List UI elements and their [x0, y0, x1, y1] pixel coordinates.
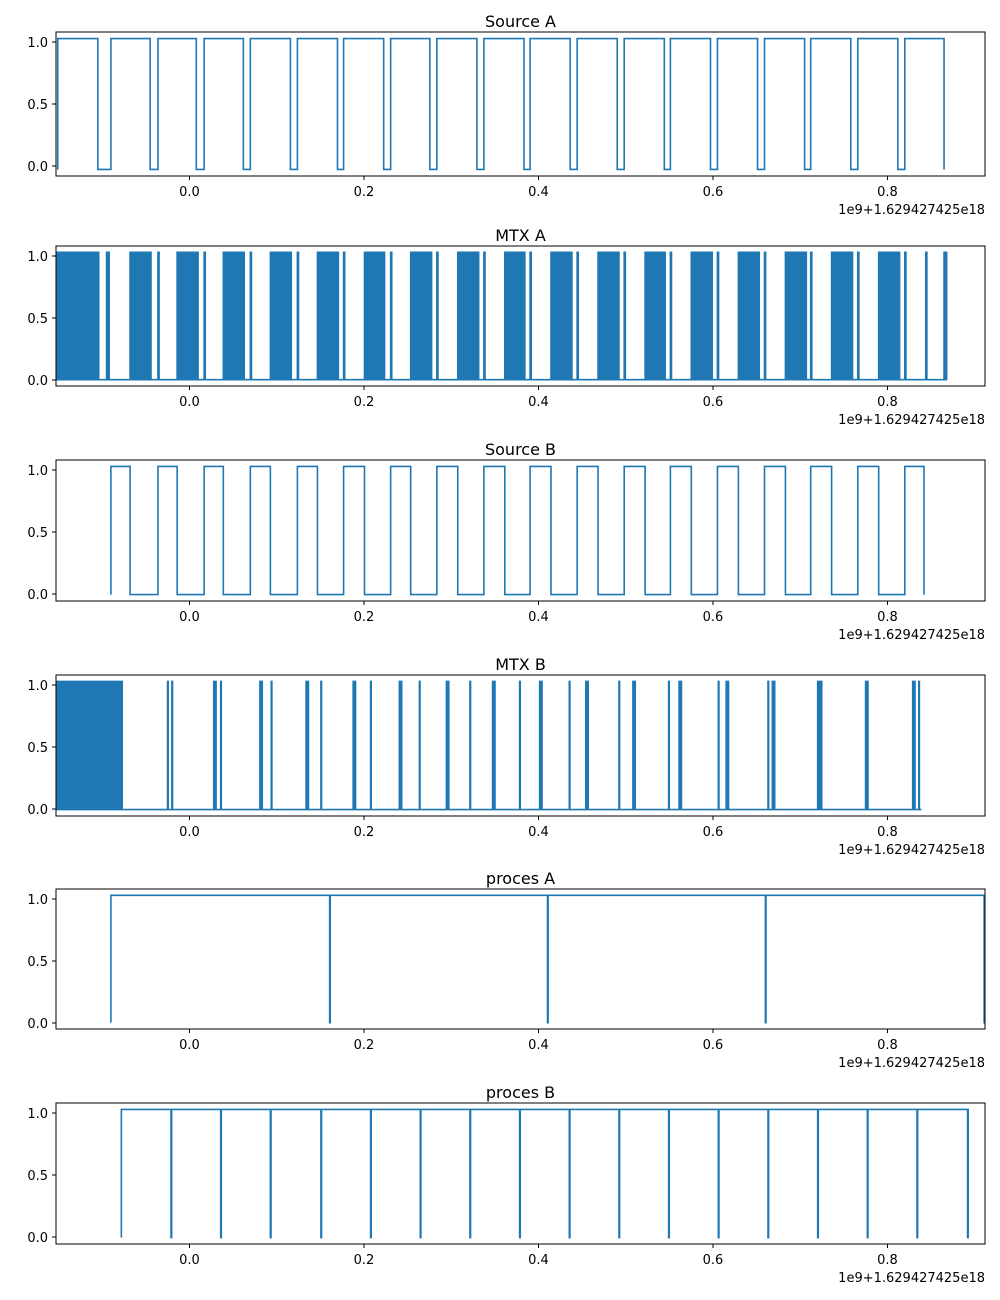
y-tick-label: 1.0 — [27, 893, 48, 908]
x-tick-label: 0.2 — [354, 1253, 375, 1268]
y-tick-label: 0.0 — [27, 803, 48, 818]
y-axis: 0.0 0.5 1.0 — [27, 250, 56, 389]
x-tick-label: 0.4 — [528, 1038, 549, 1053]
series-layer — [120, 1108, 969, 1239]
x-tick-label: 0.6 — [703, 1253, 724, 1268]
x-tick-label: 0.2 — [354, 395, 375, 410]
y-tick-label: 0.5 — [27, 955, 48, 970]
series-layer — [110, 465, 925, 596]
subplot-title: proces A — [486, 869, 555, 888]
x-tick-label: 0.6 — [703, 185, 724, 200]
series-layer — [110, 894, 985, 1024]
subplot-source-a: Source A 0.0 0.5 1.0 0.0 0.2 0.4 0.6 0.8… — [27, 12, 986, 218]
x-axis: 0.0 0.2 0.4 0.6 0.8 1e9+1.629427425e18 — [179, 601, 985, 643]
y-tick-label: 0.5 — [27, 741, 48, 756]
x-axis: 0.0 0.2 0.4 0.6 0.8 1e9+1.629427425e18 — [179, 1244, 985, 1286]
subplot-mtx-b: MTX B 0.0 0.5 1.0 0.0 0.2 0.4 0.6 0.8 1e… — [27, 655, 986, 858]
x-axis: 0.0 0.2 0.4 0.6 0.8 1e9+1.629427425e18 — [179, 176, 985, 218]
axes-frame — [55, 888, 986, 1030]
y-tick-label: 0.0 — [27, 588, 48, 603]
x-tick-label: 0.6 — [703, 610, 724, 625]
x-tick-label: 0.8 — [877, 610, 898, 625]
x-tick-label: 0.2 — [354, 185, 375, 200]
subplot-source-b: Source B 0.0 0.5 1.0 0.0 0.2 0.4 0.6 0.8… — [27, 440, 986, 643]
x-tick-label: 0.0 — [179, 185, 200, 200]
axes-frame — [55, 31, 986, 177]
series-line — [56, 680, 922, 811]
x-tick-label: 0.8 — [877, 395, 898, 410]
series-line — [56, 37, 945, 171]
series-layer — [56, 251, 948, 381]
x-offset-label: 1e9+1.629427425e18 — [838, 203, 985, 218]
x-offset-label: 1e9+1.629427425e18 — [838, 628, 985, 643]
y-axis: 0.0 0.5 1.0 — [27, 893, 56, 1032]
subplot-proces-b: proces B 0.0 0.5 1.0 0.0 0.2 0.4 0.6 0.8… — [27, 1083, 986, 1286]
series-line — [110, 465, 925, 596]
x-tick-label: 0.2 — [354, 825, 375, 840]
series-line — [120, 1108, 969, 1239]
subplot-title: MTX B — [495, 655, 546, 674]
x-offset-label: 1e9+1.629427425e18 — [838, 1056, 985, 1071]
x-tick-label: 0.0 — [179, 1038, 200, 1053]
y-tick-label: 0.5 — [27, 312, 48, 327]
axes-frame — [55, 245, 986, 387]
x-axis: 0.0 0.2 0.4 0.6 0.8 1e9+1.629427425e18 — [179, 386, 985, 428]
x-tick-label: 0.0 — [179, 610, 200, 625]
axes-frame — [55, 674, 986, 817]
series-line — [110, 894, 985, 1024]
y-tick-label: 1.0 — [27, 250, 48, 265]
y-axis: 0.0 0.5 1.0 — [27, 464, 56, 603]
x-tick-label: 0.4 — [528, 610, 549, 625]
subplot-title: MTX A — [495, 226, 546, 245]
x-tick-label: 0.2 — [354, 610, 375, 625]
x-tick-label: 0.8 — [877, 185, 898, 200]
x-tick-label: 0.4 — [528, 395, 549, 410]
x-tick-label: 0.8 — [877, 825, 898, 840]
x-tick-label: 0.0 — [179, 1253, 200, 1268]
subplot-mtx-a: MTX A 0.0 0.5 1.0 0.0 0.2 0.4 0.6 0.8 1e… — [27, 226, 986, 428]
x-tick-label: 0.6 — [703, 395, 724, 410]
subplot-title: proces B — [486, 1083, 555, 1102]
x-tick-label: 0.6 — [703, 825, 724, 840]
y-tick-label: 0.0 — [27, 374, 48, 389]
x-offset-label: 1e9+1.629427425e18 — [838, 1271, 985, 1286]
y-axis: 0.0 0.5 1.0 — [27, 36, 56, 175]
y-axis: 0.0 0.5 1.0 — [27, 679, 56, 818]
x-tick-label: 0.2 — [354, 1038, 375, 1053]
y-axis: 0.0 0.5 1.0 — [27, 1107, 56, 1246]
subplot-title: Source A — [485, 12, 556, 31]
y-tick-label: 1.0 — [27, 679, 48, 694]
x-axis: 0.0 0.2 0.4 0.6 0.8 1e9+1.629427425e18 — [179, 1029, 985, 1071]
y-tick-label: 1.0 — [27, 1107, 48, 1122]
series-layer — [56, 37, 945, 171]
axes-frame — [55, 459, 986, 602]
y-tick-label: 0.5 — [27, 1169, 48, 1184]
x-offset-label: 1e9+1.629427425e18 — [838, 413, 985, 428]
x-tick-label: 0.4 — [528, 185, 549, 200]
y-tick-label: 1.0 — [27, 464, 48, 479]
y-tick-label: 0.0 — [27, 160, 48, 175]
x-tick-label: 0.8 — [877, 1253, 898, 1268]
x-tick-label: 0.4 — [528, 825, 549, 840]
subplot-title: Source B — [485, 440, 556, 459]
y-tick-label: 0.0 — [27, 1017, 48, 1032]
x-tick-label: 0.0 — [179, 825, 200, 840]
x-tick-label: 0.6 — [703, 1038, 724, 1053]
y-tick-label: 0.0 — [27, 1231, 48, 1246]
y-tick-label: 0.5 — [27, 98, 48, 113]
series-layer — [56, 680, 922, 811]
y-tick-label: 0.5 — [27, 526, 48, 541]
x-tick-label: 0.8 — [877, 1038, 898, 1053]
series-line — [56, 251, 948, 381]
x-offset-label: 1e9+1.629427425e18 — [838, 843, 985, 858]
x-axis: 0.0 0.2 0.4 0.6 0.8 1e9+1.629427425e18 — [179, 816, 985, 858]
x-tick-label: 0.4 — [528, 1253, 549, 1268]
axes-frame — [55, 1102, 986, 1245]
subplot-proces-a: proces A 0.0 0.5 1.0 0.0 0.2 0.4 0.6 0.8… — [27, 869, 986, 1071]
x-tick-label: 0.0 — [179, 395, 200, 410]
y-tick-label: 1.0 — [27, 36, 48, 51]
